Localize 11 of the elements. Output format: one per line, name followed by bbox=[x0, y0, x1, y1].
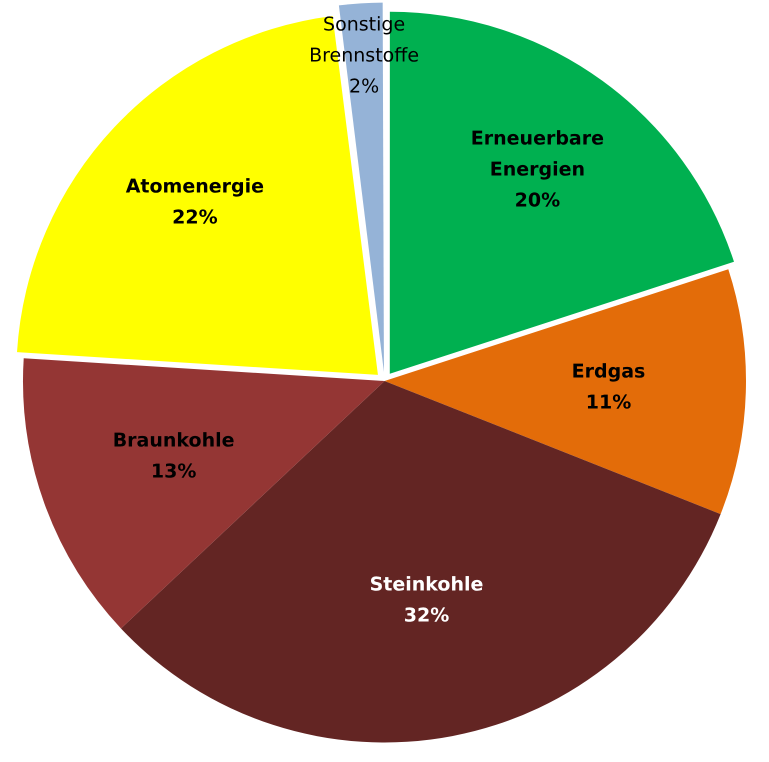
slice-label: Erneuerbare Energien bbox=[470, 127, 604, 180]
data-label: 32% bbox=[404, 604, 450, 627]
data-label: 2% bbox=[349, 75, 380, 98]
data-label: 22% bbox=[172, 206, 218, 228]
slice-label: Atomenergie bbox=[126, 175, 264, 198]
slice-label: Braunkohle bbox=[112, 429, 235, 452]
data-label: 20% bbox=[514, 189, 560, 212]
data-label: 11% bbox=[586, 391, 632, 414]
slice-label: Erdgas bbox=[572, 360, 646, 382]
data-label: 13% bbox=[150, 460, 196, 482]
slice-label: Steinkohle bbox=[370, 574, 484, 596]
